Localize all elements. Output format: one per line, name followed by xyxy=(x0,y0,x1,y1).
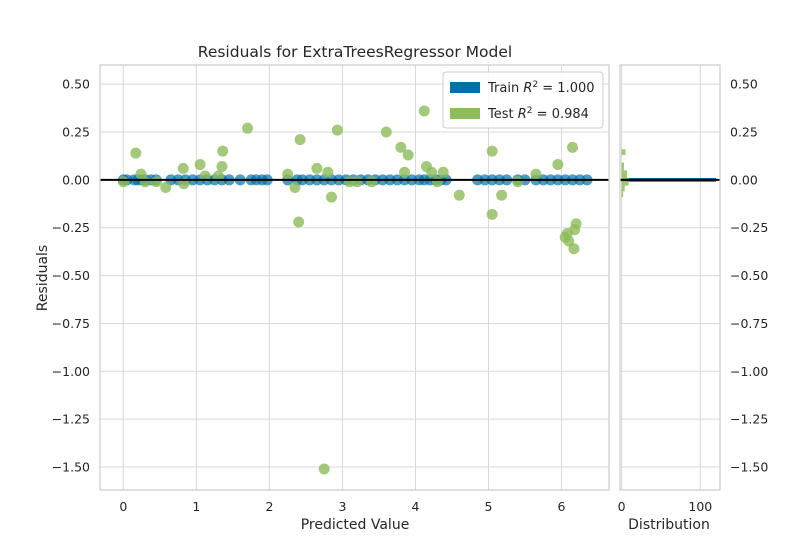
y-tick-label-right: −0.25 xyxy=(730,220,768,235)
y-tick-label-left: −1.50 xyxy=(52,460,90,475)
x-tick-label: 5 xyxy=(485,499,493,514)
test-point xyxy=(351,176,363,188)
test-point xyxy=(331,124,343,136)
test-point xyxy=(117,176,129,188)
test-point xyxy=(486,145,498,157)
test-point xyxy=(380,126,392,138)
test-point xyxy=(366,176,378,188)
x-tick-label: 4 xyxy=(412,499,420,514)
test-point xyxy=(194,159,206,171)
legend-box xyxy=(442,71,604,129)
y-tick-label-right: −1.50 xyxy=(730,460,768,475)
distribution-bar-test xyxy=(621,170,628,178)
x-tick-label: 0 xyxy=(119,499,127,514)
test-point xyxy=(395,141,407,153)
test-point xyxy=(322,166,334,178)
y-tick-label-right: −1.25 xyxy=(730,412,768,427)
y-tick-label-right: −0.75 xyxy=(730,316,768,331)
distribution-bar-test xyxy=(621,177,629,186)
test-point xyxy=(418,105,430,117)
distribution-x-tick-label: 100 xyxy=(688,499,712,514)
y-tick-label-left: −1.25 xyxy=(52,412,90,427)
y-tick-label-right: −0.50 xyxy=(730,268,768,283)
y-tick-label-right: 0.25 xyxy=(730,125,758,140)
test-point xyxy=(160,182,172,194)
test-point xyxy=(496,189,508,201)
test-point xyxy=(568,243,580,255)
distribution-bar-test xyxy=(621,162,624,171)
y-tick-label-right: −1.00 xyxy=(730,364,768,379)
test-point xyxy=(150,176,162,188)
test-point xyxy=(177,162,189,174)
test-point xyxy=(318,463,330,475)
legend-test-label: Test R2 = 0.984 xyxy=(487,106,589,122)
test-point xyxy=(130,147,142,159)
y-tick-label-left: −0.25 xyxy=(52,220,90,235)
chart-title: Residuals for ExtraTreesRegressor Model xyxy=(198,43,512,61)
distribution-bar-test xyxy=(621,185,625,192)
test-point xyxy=(178,178,190,190)
test-point xyxy=(570,218,582,230)
test-point xyxy=(242,122,254,134)
test-point xyxy=(566,141,578,153)
legend: Train R2 = 1.000 Test R2 = 0.984 xyxy=(442,71,604,129)
x-tick-label: 6 xyxy=(558,499,566,514)
main-plot-background xyxy=(100,65,609,490)
test-point xyxy=(486,208,498,220)
legend-test-swatch xyxy=(450,108,480,119)
test-point xyxy=(399,166,411,178)
test-point xyxy=(325,191,337,203)
distribution-x-tick-label: 0 xyxy=(618,499,626,514)
distribution-bar-test xyxy=(621,191,624,198)
distribution-axis-label: Distribution xyxy=(628,517,710,533)
test-point xyxy=(293,216,305,228)
x-axis-label: Predicted Value xyxy=(301,517,410,533)
plot-frames xyxy=(99,64,721,491)
test-point xyxy=(530,168,542,180)
legend-train-label: Train R2 = 1.000 xyxy=(487,80,595,96)
test-point xyxy=(437,166,449,178)
y-tick-label-left: −0.75 xyxy=(52,316,90,331)
test-point xyxy=(426,166,438,178)
test-point xyxy=(282,168,294,180)
x-tick-label: 2 xyxy=(265,499,273,514)
test-point xyxy=(431,176,443,188)
test-point xyxy=(199,170,211,182)
distribution-plot-background xyxy=(620,65,720,490)
distribution-gridlines xyxy=(620,65,720,490)
legend-train-swatch xyxy=(450,82,480,93)
y-tick-label-left: 0.50 xyxy=(62,77,90,92)
x-tick-label: 3 xyxy=(338,499,346,514)
test-point xyxy=(512,176,524,188)
test-point xyxy=(216,160,228,172)
test-point xyxy=(552,159,564,171)
test-point xyxy=(139,176,151,188)
main-plot-frame xyxy=(99,64,610,491)
tick-labels: 0 1 2 3 4 5 6 0.50 0.50 0.25 0.25 0.00 0.00 −0.25 −0.2… xyxy=(52,77,769,514)
y-tick-label-left: −1.00 xyxy=(52,364,90,379)
y-tick-label-right: 0.00 xyxy=(730,172,758,187)
distribution-bar-test xyxy=(621,149,626,155)
y-tick-label-left: −0.50 xyxy=(52,268,90,283)
y-tick-label-left: 0.00 xyxy=(62,172,90,187)
test-point xyxy=(402,149,414,161)
test-point xyxy=(289,182,301,194)
main-gridlines xyxy=(100,65,609,490)
y-axis-label: Residuals xyxy=(35,245,51,311)
test-point xyxy=(311,162,323,174)
test-point xyxy=(453,189,465,201)
test-point xyxy=(212,170,224,182)
test-point xyxy=(217,145,229,157)
y-tick-label-left: 0.25 xyxy=(62,125,90,140)
distribution-plot-frame xyxy=(619,64,721,491)
test-point xyxy=(294,134,306,146)
x-tick-label: 1 xyxy=(192,499,200,514)
y-tick-label-right: 0.50 xyxy=(730,77,758,92)
